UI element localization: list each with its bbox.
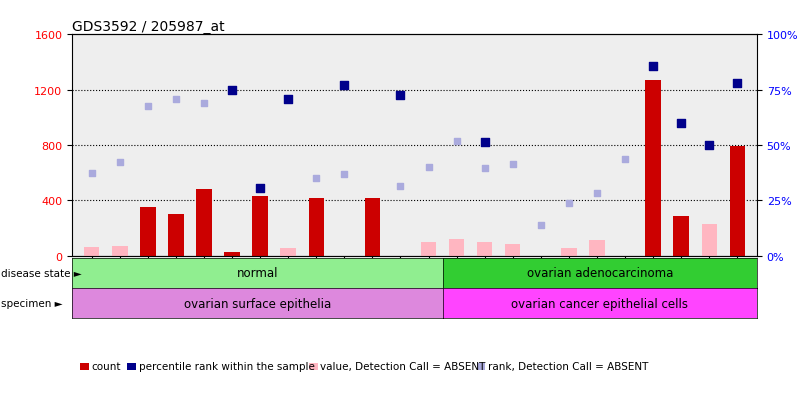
Bar [449,240,465,256]
Point [422,164,435,171]
Point [394,184,407,190]
Point [674,120,687,127]
Point [450,138,463,145]
Text: ovarian cancer epithelial cells: ovarian cancer epithelial cells [512,297,689,310]
Bar [252,197,268,256]
Point [702,142,715,149]
Text: ovarian surface epithelia: ovarian surface epithelia [184,297,331,310]
Point [170,97,183,103]
Bar [308,198,324,256]
Bar [280,249,296,256]
Point [142,104,155,110]
Point [226,87,239,94]
Point [731,80,743,87]
Bar [364,198,380,256]
Point [338,171,351,178]
Point [114,159,127,166]
Text: count: count [91,361,121,371]
Bar [702,224,717,256]
Bar [730,147,745,256]
Bar [112,247,127,256]
Bar [590,241,605,256]
Point [506,161,519,168]
Point [562,200,575,207]
Bar [196,190,211,256]
Bar [646,81,661,256]
Text: value, Detection Call = ABSENT: value, Detection Call = ABSENT [320,361,485,371]
Text: rank, Detection Call = ABSENT: rank, Detection Call = ABSENT [488,361,648,371]
Point [310,176,323,182]
Bar [84,248,99,256]
Bar [140,208,155,256]
Point [198,101,211,107]
Point [478,140,491,146]
Point [338,83,351,90]
Point [618,156,631,163]
Bar [168,215,183,256]
Bar [674,216,689,256]
Bar [505,244,521,256]
Text: specimen ►: specimen ► [1,299,62,309]
Point [646,64,659,70]
Bar [224,252,239,256]
Text: disease state ►: disease state ► [1,268,82,278]
Bar [477,242,493,256]
Bar [562,249,577,256]
Point [254,185,267,192]
Text: normal: normal [237,266,278,280]
Point [282,97,295,103]
Point [478,166,491,172]
Text: percentile rank within the sample: percentile rank within the sample [139,361,315,371]
Bar [421,242,437,256]
Text: GDS3592 / 205987_at: GDS3592 / 205987_at [72,20,225,34]
Point [86,170,99,176]
Point [534,222,547,229]
Point [394,93,407,99]
Text: ovarian adenocarcinoma: ovarian adenocarcinoma [527,266,673,280]
Point [590,191,603,197]
